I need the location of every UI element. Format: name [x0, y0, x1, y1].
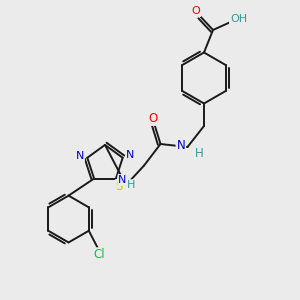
Text: H: H: [127, 180, 136, 190]
Text: N: N: [176, 139, 185, 152]
Text: N: N: [118, 175, 127, 185]
Text: S: S: [116, 180, 123, 193]
Text: Cl: Cl: [94, 248, 105, 261]
Text: H: H: [194, 147, 203, 160]
Text: O: O: [148, 112, 158, 125]
Text: OH: OH: [230, 14, 247, 25]
Text: N: N: [76, 151, 84, 161]
Text: N: N: [126, 150, 134, 161]
Text: O: O: [191, 6, 200, 16]
